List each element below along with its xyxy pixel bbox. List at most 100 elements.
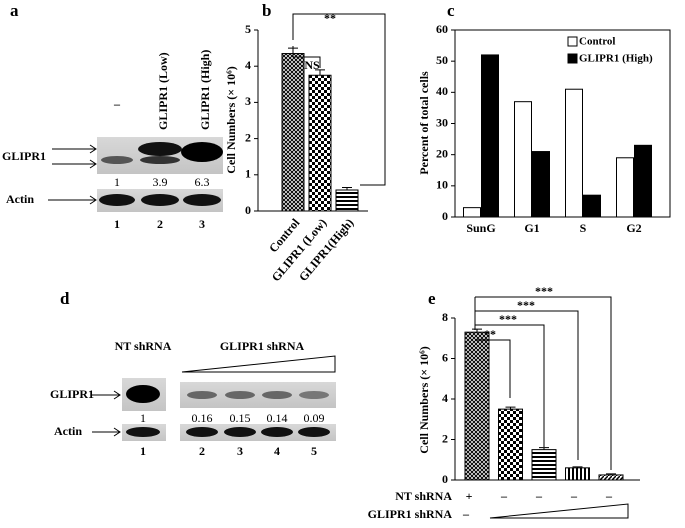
bracket bbox=[475, 324, 545, 447]
quant: 6.3 bbox=[195, 175, 210, 189]
bracket bbox=[292, 46, 321, 68]
y-tick-label: 30 bbox=[436, 115, 448, 129]
wedge bbox=[489, 503, 629, 519]
panel-letter: e bbox=[428, 289, 436, 308]
y-tick-label: 10 bbox=[436, 178, 448, 192]
wedge bbox=[181, 355, 336, 373]
y-tick-label: 40 bbox=[436, 84, 448, 98]
y-tick-label: 2 bbox=[245, 130, 251, 144]
y-tick-label: 8 bbox=[442, 310, 448, 324]
bracket bbox=[475, 310, 579, 460]
panel-letter: c bbox=[447, 1, 455, 20]
bar bbox=[565, 467, 590, 481]
band bbox=[101, 156, 133, 164]
lane-label: GLIPR1 (High) bbox=[198, 50, 212, 130]
legend-label: Control bbox=[579, 36, 615, 48]
bar bbox=[531, 449, 557, 481]
band bbox=[181, 142, 223, 162]
error-bar bbox=[572, 466, 583, 468]
annotation: *** bbox=[517, 298, 535, 312]
band bbox=[141, 194, 179, 206]
bracket bbox=[475, 339, 511, 398]
group-label: GLIPR1 shRNA bbox=[220, 339, 305, 353]
band bbox=[225, 391, 255, 399]
bar bbox=[281, 53, 305, 212]
row-label: GLIPR1 bbox=[50, 387, 94, 401]
lane-number: 3 bbox=[237, 444, 243, 458]
band bbox=[224, 427, 256, 437]
lane-number: 2 bbox=[199, 444, 205, 458]
treatment-mark: – bbox=[500, 489, 508, 503]
x-tick-label: SunG bbox=[466, 221, 495, 235]
y-tick-label: 20 bbox=[436, 146, 448, 160]
quant: 3.9 bbox=[153, 175, 168, 189]
bar bbox=[514, 101, 532, 218]
bar bbox=[532, 151, 550, 218]
legend-swatch bbox=[567, 36, 578, 47]
band bbox=[261, 427, 293, 437]
quant: 1 bbox=[114, 175, 120, 189]
y-tick-label: 50 bbox=[436, 53, 448, 67]
lane-number: 1 bbox=[140, 444, 146, 458]
bar bbox=[308, 74, 332, 212]
band bbox=[298, 427, 330, 437]
lane-number: 3 bbox=[199, 217, 205, 231]
bar bbox=[464, 331, 490, 481]
bar bbox=[498, 408, 523, 481]
error-bar bbox=[505, 406, 516, 410]
lane-number: 4 bbox=[274, 444, 280, 458]
bar bbox=[335, 189, 359, 212]
annotation: *** bbox=[499, 312, 517, 326]
x-tick-label: G1 bbox=[524, 221, 539, 235]
annotation: *** bbox=[535, 284, 553, 298]
bar bbox=[616, 157, 634, 218]
band bbox=[138, 142, 182, 156]
y-tick-label: 0 bbox=[442, 472, 448, 486]
quant: 0.09 bbox=[304, 411, 325, 425]
error-bar bbox=[539, 447, 549, 450]
x-tick-label: G2 bbox=[626, 221, 641, 235]
band bbox=[126, 427, 160, 437]
band bbox=[187, 391, 217, 399]
annotation: NS bbox=[304, 58, 320, 72]
lane-number: 1 bbox=[114, 217, 120, 231]
treatment-mark: – bbox=[462, 507, 470, 521]
annotation: ** bbox=[484, 327, 496, 341]
error-bar bbox=[472, 328, 482, 333]
y-tick-label: 60 bbox=[436, 22, 448, 36]
lane-number: 2 bbox=[157, 217, 163, 231]
treatment-mark: – bbox=[535, 489, 543, 503]
y-axis-title: Cell Numbers (× 10⁶) bbox=[224, 66, 238, 173]
panel-letter: b bbox=[262, 1, 271, 20]
arrows bbox=[92, 390, 121, 437]
y-tick-label: 0 bbox=[442, 209, 448, 223]
bar bbox=[565, 88, 583, 218]
error-bar bbox=[342, 186, 352, 191]
group-label: NT shRNA bbox=[115, 339, 172, 353]
quant: 0.15 bbox=[230, 411, 251, 425]
bracket bbox=[292, 13, 386, 186]
row-label: Actin bbox=[6, 192, 34, 206]
row-label: GLIPR1 bbox=[2, 149, 46, 163]
legend-label: GLIPR1 (High) bbox=[579, 53, 653, 65]
blot bbox=[180, 424, 336, 441]
y-axis-title: Cell Numbers (× 10⁶) bbox=[417, 346, 431, 453]
bracket bbox=[475, 296, 612, 470]
band bbox=[140, 156, 180, 164]
quant: 1 bbox=[140, 411, 146, 425]
treatment-mark: – bbox=[570, 489, 578, 503]
row-label: NT shRNA bbox=[395, 489, 452, 503]
bar bbox=[463, 207, 481, 218]
band bbox=[299, 391, 329, 399]
lane-number: 5 bbox=[311, 444, 317, 458]
y-tick-label: 6 bbox=[442, 350, 448, 364]
y-tick-label: 3 bbox=[245, 94, 251, 108]
y-tick-label: 4 bbox=[442, 391, 448, 405]
quant: 0.16 bbox=[192, 411, 213, 425]
bar bbox=[598, 474, 624, 481]
bar bbox=[583, 194, 601, 218]
arrows bbox=[48, 144, 97, 205]
lane-label: – bbox=[113, 97, 121, 111]
y-tick-label: 5 bbox=[245, 22, 251, 36]
